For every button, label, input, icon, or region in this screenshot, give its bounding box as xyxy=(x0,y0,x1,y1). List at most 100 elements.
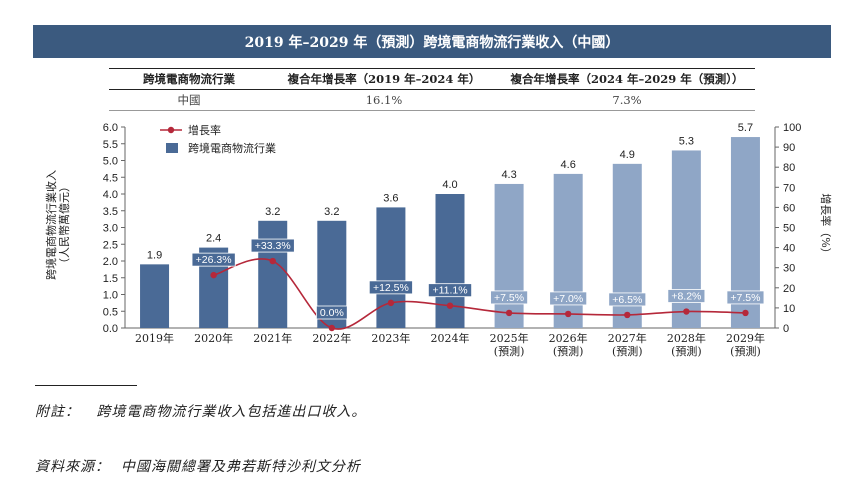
y-axis-right-label: 增長率（%） xyxy=(819,193,832,259)
x-tick-label: 2024年 xyxy=(431,331,470,345)
y-left-tick-label: 3.0 xyxy=(103,223,118,235)
cagr-value-2024-2029: 7.3% xyxy=(499,89,755,111)
y-left-tick-label: 2.5 xyxy=(103,239,118,251)
bar-value-label: 2.4 xyxy=(206,233,221,245)
bar-value-label: 4.0 xyxy=(442,179,457,191)
bar-line-chart: 0.0 0.5 1.0 1.5 2.0 2.5 3.0 3.5 4.0 4.5 5.0 5.5 6.0 0… xyxy=(103,122,802,358)
bar-value-label: 4.9 xyxy=(620,149,635,161)
x-tick-label: 2027年 xyxy=(608,331,647,345)
bar-value-label: 4.3 xyxy=(501,169,516,181)
footnote-divider xyxy=(35,385,137,386)
cagr-header-row: 跨境電商物流行業 複合年增長率（2019 年–2024 年） 複合年增長率（20… xyxy=(109,68,755,90)
x-tick-label: (預測) xyxy=(730,344,761,358)
y-left-tick-label: 6.0 xyxy=(103,122,118,134)
chart-title: 2019 年–2029 年（預測）跨境電商物流行業收入（中國） xyxy=(33,25,831,58)
bar-4 xyxy=(376,207,406,328)
y-left-tick-label: 2.0 xyxy=(103,256,118,268)
x-tick-label: (預測) xyxy=(671,344,702,358)
growth-point-3 xyxy=(328,324,336,332)
x-tick-label: 2028年 xyxy=(667,331,706,345)
growth-label-box xyxy=(608,292,647,307)
y-left-tick-label: 3.5 xyxy=(103,206,118,218)
cagr-header-2019-2024: 複合年增長率（2019 年–2024 年） xyxy=(269,68,499,90)
cagr-header-2024-2029: 複合年增長率（2024 年–2029 年（預測）） xyxy=(499,68,755,90)
y-left-tick-label: 4.0 xyxy=(103,189,118,201)
growth-label: +12.5% xyxy=(373,282,409,294)
x-tick-label: (預測) xyxy=(553,344,584,358)
growth-point-4 xyxy=(387,299,395,307)
growth-point-8 xyxy=(624,311,631,319)
growth-label-box xyxy=(191,252,236,267)
x-tick-label: 2025年 xyxy=(490,331,529,345)
y-left-tick-label: 5.5 xyxy=(103,139,118,151)
source-label: 資料來源： xyxy=(35,459,110,475)
growth-label-box xyxy=(726,290,765,305)
growth-label: +11.1% xyxy=(432,285,467,297)
cagr-table: 跨境電商物流行業 複合年增長率（2019 年–2024 年） 複合年增長率（20… xyxy=(109,68,755,111)
y-left-tick-label: 4.5 xyxy=(103,172,118,184)
growth-point-1 xyxy=(210,271,217,279)
x-tick-label: 2020年 xyxy=(194,331,233,345)
growth-rate-line xyxy=(213,258,746,330)
y-right-tick-label: 50 xyxy=(783,223,795,235)
bar-0 xyxy=(140,264,170,328)
growth-label: +6.5% xyxy=(612,294,642,306)
x-tick-label: 2029年 xyxy=(726,331,765,345)
growth-label: 0.0% xyxy=(320,307,344,319)
y-right-tick-label: 20 xyxy=(783,283,795,295)
legend-bar-label: 跨境電商物流行業 xyxy=(188,141,276,155)
x-tick-label: 2019年 xyxy=(135,331,174,345)
bar-value-label: 3.2 xyxy=(324,206,339,218)
cagr-data-row: 中國 16.1% 7.3% xyxy=(109,89,755,111)
bar-value-label: 5.7 xyxy=(738,122,753,134)
growth-label-box xyxy=(427,283,472,298)
growth-point-5 xyxy=(446,302,454,309)
source-note: 資料來源： 中國海關總署及弗若斯特沙利文分析 xyxy=(35,456,361,476)
cagr-region: 中國 xyxy=(109,89,269,111)
footnote-label: 附註： xyxy=(35,404,80,420)
legend-line-marker xyxy=(167,126,175,134)
y-right-tick-label: 90 xyxy=(783,142,795,154)
x-tick-label: 2023年 xyxy=(371,331,410,345)
cagr-header-industry: 跨境電商物流行業 xyxy=(109,68,269,90)
y-right-tick-label: 80 xyxy=(783,162,795,174)
bar-value-label: 3.2 xyxy=(265,206,280,218)
growth-label-box xyxy=(368,280,413,295)
growth-point-2 xyxy=(269,257,276,265)
bar-value-label: 3.6 xyxy=(383,192,398,204)
bar-value-label: 4.6 xyxy=(561,159,576,171)
footnote: 附註： 跨境電商物流行業收入包括進出口收入。 xyxy=(35,401,366,421)
y-left-tick-label: 1.5 xyxy=(103,273,118,285)
bar-2 xyxy=(258,220,288,328)
growth-label-box xyxy=(490,290,528,305)
x-tick-label: 2021年 xyxy=(253,331,292,345)
growth-label-box xyxy=(250,238,295,253)
legend-bar-swatch xyxy=(166,143,178,153)
growth-label: +33.3% xyxy=(255,240,291,252)
bar-value-label: 1.9 xyxy=(147,249,162,261)
growth-label: +26.3% xyxy=(196,254,232,266)
x-tick-label: (預測) xyxy=(612,344,643,358)
x-tick-label: 2026年 xyxy=(549,331,588,345)
growth-label-box xyxy=(316,305,348,320)
source-text: 中國海關總署及弗若斯特沙利文分析 xyxy=(120,459,361,475)
y-right-tick-label: 100 xyxy=(783,122,801,134)
x-tick-label: 2022年 xyxy=(312,331,351,345)
y-right-tick-label: 60 xyxy=(783,202,795,214)
growth-label-box xyxy=(549,291,588,306)
y-axis-left-label-text: 跨境電商物流行業收入 （人民幣萬億元） xyxy=(45,170,71,280)
growth-point-7 xyxy=(564,310,572,318)
y-left-tick-label: 5.0 xyxy=(103,156,118,168)
growth-label: +8.2% xyxy=(671,291,701,303)
footnote-text: 跨境電商物流行業收入包括進出口收入。 xyxy=(96,404,367,420)
x-tick-label: (預測) xyxy=(494,344,525,358)
growth-label: +7.0% xyxy=(553,293,583,305)
y-left-tick-label: 0.5 xyxy=(103,306,118,318)
growth-point-10 xyxy=(742,309,749,317)
growth-label: +7.5% xyxy=(494,292,524,304)
y-right-tick-label: 0 xyxy=(783,323,789,335)
growth-label-box xyxy=(667,289,706,303)
y-left-tick-label: 0.0 xyxy=(103,323,118,335)
growth-point-9 xyxy=(683,308,690,315)
growth-point-6 xyxy=(505,309,513,317)
